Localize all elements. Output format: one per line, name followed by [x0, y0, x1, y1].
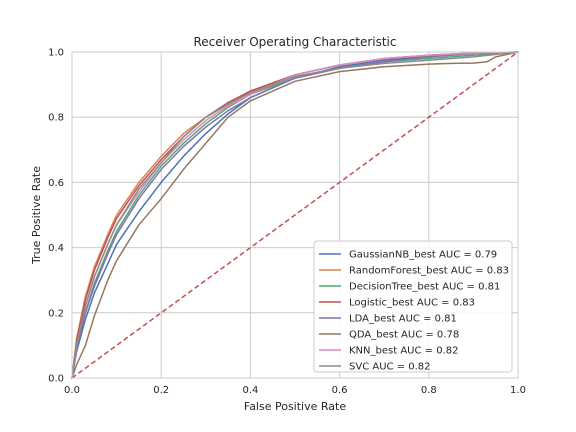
legend-label: QDA_best AUC = 0.78 — [349, 330, 459, 341]
series-line-7 — [71, 51, 519, 379]
legend-items: GaussianNB_best AUC = 0.79 RandomForest_b… — [319, 250, 509, 373]
plot-border — [71, 51, 519, 379]
y-axis-label: True Positive Rate — [30, 166, 43, 265]
x-axis-label: False Positive Rate — [244, 400, 346, 413]
x-tick-label: 0.6 — [332, 385, 348, 396]
legend-label: GaussianNB_best AUC = 0.79 — [349, 250, 497, 261]
x-tick-label: 0.8 — [421, 385, 437, 396]
legend-box — [313, 240, 513, 373]
y-tick-label: 0.4 — [48, 243, 64, 254]
series-line-5 — [71, 51, 519, 379]
y-tick-label: 0.2 — [48, 308, 64, 319]
legend-label: RandomForest_best AUC = 0.83 — [349, 266, 509, 277]
y-tick-label: 1.0 — [48, 48, 64, 59]
legend: GaussianNB_best AUC = 0.79 RandomForest_b… — [313, 240, 513, 373]
series-line-0 — [71, 51, 519, 379]
reference-diagonal-line — [71, 51, 519, 379]
x-tick-label: 1.0 — [510, 385, 526, 396]
y-tick-label: 0.0 — [48, 374, 64, 385]
legend-label: DecisionTree_best AUC = 0.81 — [349, 282, 500, 293]
chart-title: Receiver Operating Characteristic — [193, 35, 396, 49]
x-tick-label: 0.2 — [153, 385, 169, 396]
series-line-4 — [71, 51, 519, 379]
y-tick-label: 0.6 — [48, 178, 64, 189]
legend-label: Logistic_best AUC = 0.83 — [349, 298, 475, 309]
x-tick-label: 0.0 — [64, 385, 80, 396]
legend-label: LDA_best AUC = 0.81 — [349, 314, 457, 325]
series-layer — [71, 51, 519, 379]
x-tick-label: 0.4 — [242, 385, 258, 396]
legend-label: KNN_best AUC = 0.82 — [349, 346, 458, 357]
y-ticks: 0.0 0.2 0.4 0.6 0.8 1.0 — [48, 48, 64, 385]
x-ticks: 0.0 0.2 0.4 0.6 0.8 1.0 — [64, 385, 526, 396]
legend-label: SVC AUC = 0.82 — [349, 362, 431, 373]
y-tick-label: 0.8 — [48, 113, 64, 124]
